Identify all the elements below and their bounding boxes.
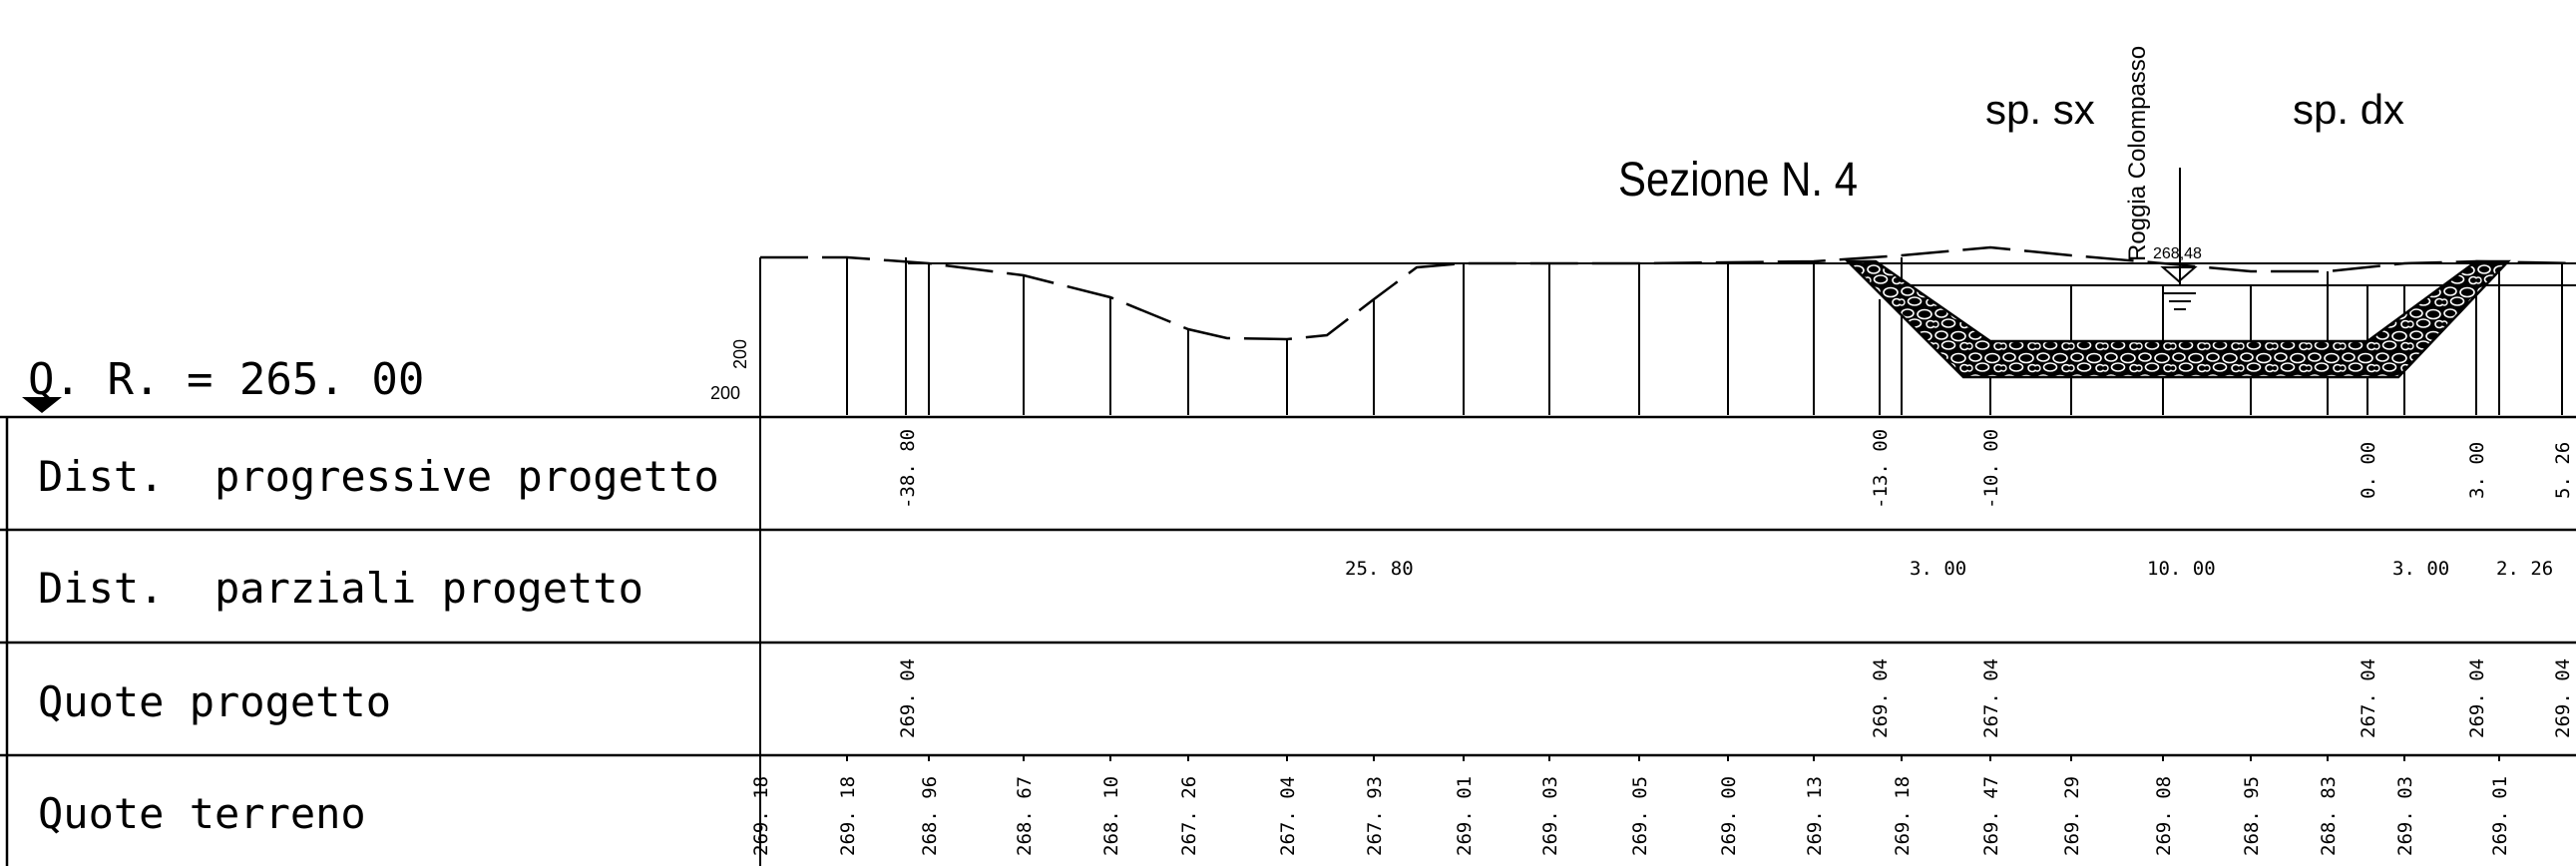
row-label-quote-progetto: Quote progetto [38, 677, 391, 726]
quote-terreno-value: 269. 18 [837, 776, 859, 856]
progressive-value: -38. 80 [897, 429, 919, 509]
quote-progetto-value: 269. 04 [2552, 658, 2574, 738]
quote-terreno-value: 267. 93 [1364, 776, 1386, 856]
quote-terreno-value: 269. 08 [2153, 776, 2175, 856]
quote-terreno-value: 269. 03 [2394, 776, 2416, 856]
quote-terreno-value: 268. 67 [1014, 776, 1036, 856]
quote-terreno-value: 268. 95 [2241, 776, 2263, 856]
right-side-label: sp. dx [2293, 86, 2404, 133]
quote-terreno-value: 269. 01 [1454, 776, 1476, 856]
channel-riprap-lining [1844, 259, 2511, 379]
parziali-values: 25. 80 3. 00 10. 00 3. 00 2. 26 [1345, 558, 2553, 580]
row-label-quote-terreno: Quote terreno [38, 789, 366, 838]
quote-terreno-value: 267. 04 [1277, 776, 1299, 856]
horizontal-scale-label: 200 [710, 383, 740, 403]
parziali-value: 3. 00 [1910, 558, 1966, 580]
quote-progetto-values: 269. 04 269. 04 267. 04 267. 04 269. 04 … [897, 658, 2574, 738]
progressive-value: 5. 26 [2552, 442, 2574, 499]
progressive-value: -10. 00 [1980, 429, 2002, 509]
parziali-value: 2. 26 [2496, 558, 2553, 580]
quote-progetto-value: 269. 04 [897, 658, 919, 738]
vertical-section-lines [846, 257, 2563, 415]
quote-terreno-value: 269. 18 [750, 776, 772, 856]
terrain-profile-line [760, 245, 2576, 341]
progressive-value: 0. 00 [2358, 442, 2379, 499]
quote-terreno-value: 269. 01 [2489, 776, 2511, 856]
vertical-scale-label: 200 [730, 339, 750, 369]
quote-progetto-value: 269. 04 [2466, 658, 2488, 738]
channel-name-label: Roggia Colompasso [2124, 46, 2151, 261]
quote-terreno-value: 269. 47 [1980, 776, 2002, 856]
left-side-label: sp. sx [1985, 86, 2095, 133]
quote-terreno-value: 269. 00 [1718, 776, 1740, 856]
row-label-parziali: Dist. parziali progetto [38, 564, 644, 613]
section-title: Sezione N. 4 [1618, 154, 1858, 207]
water-level-value: 268,48 [2153, 245, 2202, 262]
quote-terreno-value: 268. 10 [1100, 776, 1122, 856]
quote-terreno-value: 268. 83 [2318, 776, 2340, 856]
quote-terreno-value: 269. 03 [1539, 776, 1561, 856]
parziali-value: 25. 80 [1345, 558, 1414, 580]
quote-terreno-value: 268. 96 [919, 776, 941, 856]
quote-progetto-value: 267. 04 [1980, 658, 2002, 738]
progressive-values: -38. 80 -13. 00 -10. 00 0. 00 3. 00 5. 2… [897, 429, 2574, 509]
quote-progetto-value: 269. 04 [1870, 658, 1892, 738]
parziali-value: 10. 00 [2147, 558, 2216, 580]
quote-terreno-value: 269. 18 [1892, 776, 1914, 856]
progressive-value: -13. 00 [1870, 429, 1892, 509]
quote-terreno-values: 269. 18 269. 18 268. 96 268. 67 268. 10 … [750, 776, 2511, 856]
row-label-progressive: Dist. progressive progetto [38, 452, 719, 501]
reference-level-label: Q. R. = 265. 00 [28, 354, 424, 405]
quote-progetto-value: 267. 04 [2358, 658, 2379, 738]
water-level-marker: 268,48 [2153, 168, 2202, 310]
parziali-value: 3. 00 [2392, 558, 2449, 580]
progressive-value: 3. 00 [2466, 442, 2488, 499]
reference-level-triangle [22, 397, 62, 413]
quote-terreno-value: 269. 05 [1629, 776, 1651, 856]
terrain-tick-marks [759, 755, 2500, 761]
quote-terreno-value: 269. 13 [1804, 776, 1826, 856]
quote-terreno-value: 267. 26 [1178, 776, 1200, 856]
quote-terreno-value: 269. 29 [2061, 776, 2083, 856]
